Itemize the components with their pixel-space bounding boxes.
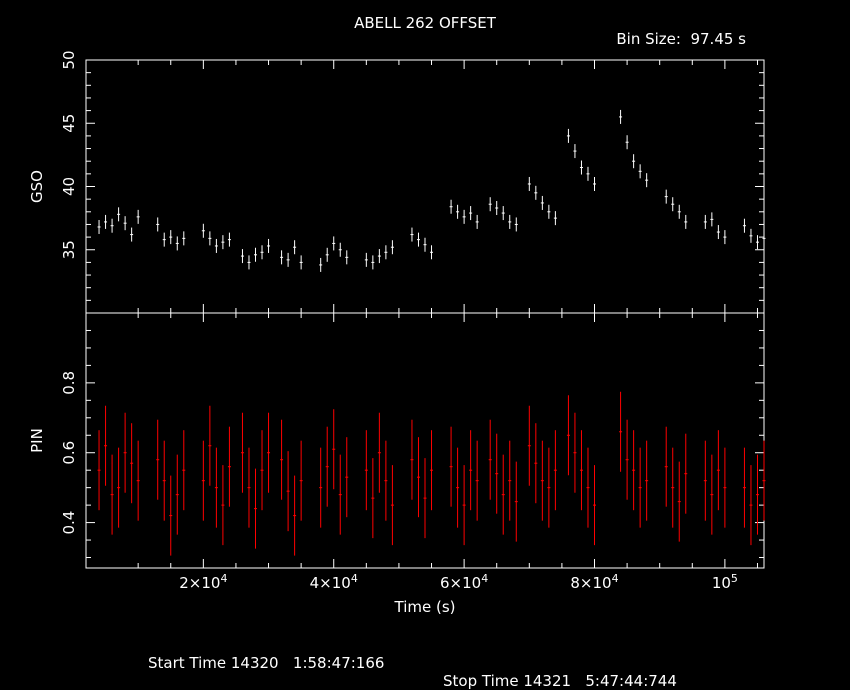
y-tick-label: 0.4 [60,511,78,535]
y-tick-label: 35 [60,240,78,259]
y-tick-label: 45 [60,114,78,133]
x-tick-label: 8×104 [570,572,618,592]
x-tick-label: 4×104 [310,572,358,592]
y-tick-label: 0.6 [60,441,78,465]
x-axis-label: Time (s) [394,598,456,616]
y-axis-label: GSO [28,170,46,203]
y-tick-label: 50 [60,50,78,69]
plot-frame [85,59,765,569]
y-tick-label: 40 [60,177,78,196]
x-tick-label: 105 [712,572,738,592]
stop-time-label: Stop Time 14321 5:47:44:744 [443,672,677,690]
start-time-label: Start Time 14320 1:58:47:166 [148,654,385,672]
chart-title: ABELL 262 OFFSET [354,14,496,32]
x-tick-label: 6×104 [440,572,488,592]
time-range-footer: Start Time 14320 1:58:47:166 Stop Time 1… [0,636,850,690]
y-tick-label: 0.8 [60,371,78,395]
bin-size-label: Bin Size: 97.45 s [616,30,746,48]
x-tick-label: 2×104 [179,572,227,592]
y-axis-label: PIN [28,428,46,453]
